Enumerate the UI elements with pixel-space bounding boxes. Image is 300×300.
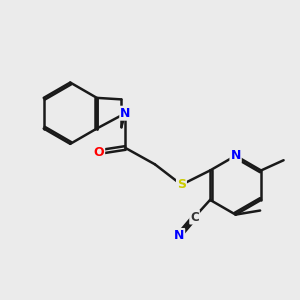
Text: O: O	[94, 146, 104, 158]
Text: N: N	[174, 229, 184, 242]
Text: N: N	[120, 107, 130, 120]
Text: S: S	[177, 178, 186, 191]
Text: N: N	[230, 149, 241, 162]
Text: C: C	[190, 211, 199, 224]
